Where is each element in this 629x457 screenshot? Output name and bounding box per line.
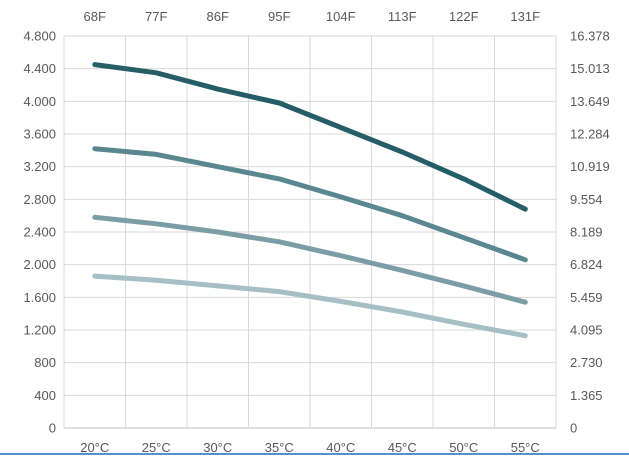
y-right-tick-label: 13.649 (570, 94, 610, 109)
y-right-tick-label: 12.284 (570, 127, 610, 142)
y-left-tick-label: 4.000 (23, 94, 56, 109)
y-right-tick-label: 1.365 (570, 388, 603, 403)
x-top-tick-label: 104F (326, 9, 356, 24)
y-right-tick-label: 6.824 (570, 257, 603, 272)
y-right-tick-label: 10.919 (570, 159, 610, 174)
x-bottom-tick-label: 25°C (142, 440, 171, 455)
y-left-tick-label: 4.400 (23, 61, 56, 76)
x-bottom-tick-label: 45°C (388, 440, 417, 455)
x-top-tick-label: 122F (449, 9, 479, 24)
y-left-tick-label: 3.200 (23, 159, 56, 174)
y-right-tick-label: 8.189 (570, 225, 603, 240)
x-bottom-tick-label: 55°C (511, 440, 540, 455)
x-top-tick-label: 113F (388, 9, 417, 24)
series-line-1 (92, 62, 528, 212)
x-top-tick-label: 77F (145, 9, 167, 24)
x-top-tick-label: 68F (84, 9, 106, 24)
y-left-tick-label: 1.200 (23, 323, 56, 338)
series-lines (92, 62, 528, 339)
series-line-3 (92, 214, 528, 305)
x-bottom-tick-label: 20°C (80, 440, 109, 455)
y-left-tick-label: 2.800 (23, 192, 56, 207)
y-left-tick-label: 0 (49, 421, 56, 436)
y-right-tick-label: 5.459 (570, 290, 603, 305)
y-right-tick-label: 16.378 (570, 29, 610, 44)
y-left-axis: 0 400 800 1.200 1.600 2.000 2.400 2.800 3.200 3.6… (23, 29, 56, 436)
y-right-axis: 0 1.365 2.730 4.095 5.459 6.824 8.189 9.554 10.9… (570, 29, 610, 436)
gridlines (63, 35, 557, 429)
series-line-2 (92, 146, 528, 263)
x-top-axis: 68F 77F 86F 95F 104F 113F 122F 131F (84, 9, 541, 24)
x-bottom-axis: 20°C 25°C 30°C 35°C 40°C 45°C 50°C 55°C (80, 440, 540, 455)
x-top-tick-label: 95F (268, 9, 290, 24)
x-bottom-tick-label: 30°C (203, 440, 232, 455)
x-top-tick-label: 131F (510, 9, 540, 24)
x-top-tick-label: 86F (207, 9, 229, 24)
y-left-tick-label: 4.800 (23, 29, 56, 44)
y-left-tick-label: 2.000 (23, 257, 56, 272)
x-bottom-tick-label: 40°C (326, 440, 355, 455)
y-right-tick-label: 0 (570, 421, 577, 436)
y-left-tick-label: 3.600 (23, 127, 56, 142)
series-line-4 (92, 273, 528, 339)
y-left-tick-label: 1.600 (23, 290, 56, 305)
y-right-tick-label: 15.013 (570, 61, 610, 76)
x-bottom-tick-label: 35°C (265, 440, 294, 455)
y-left-tick-label: 400 (34, 388, 56, 403)
y-right-tick-label: 2.730 (570, 355, 603, 370)
y-right-tick-label: 4.095 (570, 323, 603, 338)
y-left-tick-label: 800 (34, 355, 56, 370)
y-right-tick-label: 9.554 (570, 192, 603, 207)
y-left-tick-label: 2.400 (23, 225, 56, 240)
x-bottom-tick-label: 50°C (449, 440, 478, 455)
